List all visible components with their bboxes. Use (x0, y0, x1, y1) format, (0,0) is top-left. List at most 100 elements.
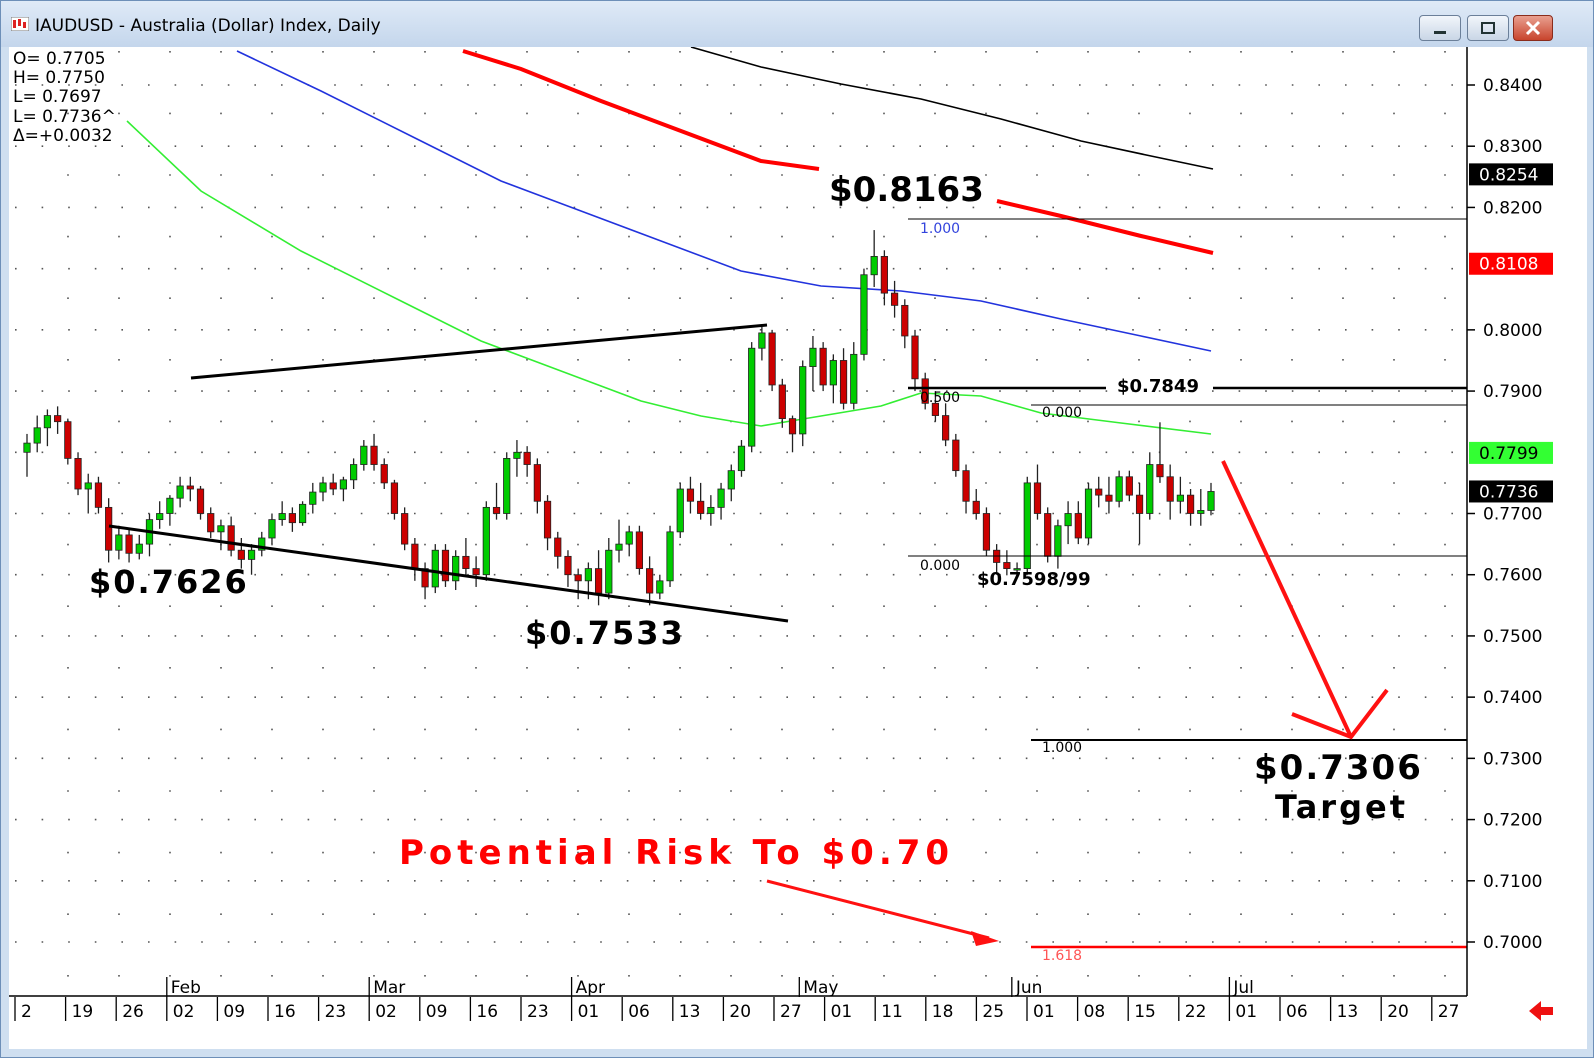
price-tick-label: 0.8400 (1483, 76, 1542, 96)
price-tag-label: 0.7799 (1479, 444, 1538, 464)
price-tag (1469, 252, 1553, 275)
annotation-june-low: $0.7598/99 (977, 569, 1091, 590)
left-arrow-icon[interactable] (1529, 1001, 1553, 1021)
candle-body (319, 482, 327, 493)
candle-body (615, 543, 623, 551)
candle-body (778, 384, 786, 420)
time-tick-label: 01 (578, 1002, 600, 1022)
candle-body (125, 534, 133, 554)
app-icon (11, 17, 29, 31)
title-bar[interactable]: IAUDUSD - Australia (Dollar) Index, Dail… (1, 1, 1593, 47)
candle-body (54, 415, 62, 423)
chart-area[interactable]: 1.000 0.500 0.000 0.000 1.000 1.618 $0.8… (9, 46, 1587, 1049)
month-label: Apr (576, 978, 605, 998)
candle-body (1146, 464, 1154, 514)
ma-blue-line (236, 50, 1212, 352)
candle-body (594, 568, 603, 594)
readout-change: Δ=+0.0032 (13, 126, 113, 146)
readout-high: H= 0.7750 (13, 68, 105, 88)
time-tick-label: 01 (1235, 1002, 1257, 1022)
candle-body (482, 506, 490, 576)
upper-channel-line (190, 323, 768, 380)
candle-body (748, 347, 756, 447)
minimize-icon (1434, 31, 1446, 34)
price-tag (1469, 441, 1553, 464)
candle-body (788, 418, 797, 435)
candle-body (870, 255, 878, 276)
maximize-icon (1481, 22, 1495, 34)
candle-body (237, 549, 245, 560)
candle-body (503, 458, 511, 514)
candle-body (584, 568, 592, 582)
candle-body (1064, 513, 1072, 527)
candle-body (278, 513, 286, 521)
minimize-button[interactable] (1419, 15, 1461, 41)
candle-body (421, 568, 429, 588)
candle-body (605, 549, 613, 594)
time-tick-label: 02 (375, 1002, 397, 1022)
ma-black-line (690, 46, 1214, 170)
fib-label: 1.618 (1042, 948, 1082, 964)
risk-arrow-head (971, 931, 999, 946)
time-tick-label: 18 (932, 1002, 954, 1022)
time-axis[interactable]: 2 19 26 02 09 16 23 02 09 16 23 01 06 13 20 27 01 11 18 25 0… (14, 977, 1459, 1022)
candle-body (492, 506, 501, 514)
candle-body (298, 503, 307, 524)
readout-low: L= 0.7697 (13, 87, 102, 107)
candle-body (1013, 568, 1021, 571)
time-tick-label: 23 (527, 1002, 549, 1022)
price-axis[interactable]: 0.8400 0.8300 0.8200 0.8000 0.7900 0.7700 0.76… (1467, 76, 1542, 953)
maximize-button[interactable] (1467, 15, 1509, 41)
candle-body (452, 555, 460, 582)
candle-body (819, 347, 827, 386)
ma-green-line (126, 120, 1212, 435)
annotation-high: $0.8163 (829, 170, 984, 210)
candle-body (1156, 464, 1164, 478)
annotation-target-label: Target (1275, 788, 1408, 826)
candle-body (1033, 482, 1042, 514)
price-tick-label: 0.7200 (1483, 811, 1542, 831)
time-tick-label: 15 (1134, 1002, 1156, 1022)
time-tick-label: 06 (1286, 1002, 1308, 1022)
candle-body (411, 543, 419, 569)
candle-body (33, 427, 41, 444)
candle-body (43, 415, 52, 429)
candles (23, 230, 1215, 606)
candle-body (543, 500, 552, 539)
candle-body (1074, 513, 1082, 539)
candle-body (360, 445, 368, 465)
candle-body (758, 332, 766, 349)
candle-body (839, 360, 848, 404)
time-tick-label: 09 (223, 1002, 245, 1022)
price-tag (1469, 163, 1553, 186)
month-label: Jun (1015, 978, 1043, 998)
price-chart[interactable]: 1.000 0.500 0.000 0.000 1.000 1.618 $0.8… (9, 46, 1587, 1049)
price-tick-label: 0.8000 (1483, 321, 1542, 341)
candle-body (1095, 488, 1103, 496)
candle-body (207, 513, 215, 533)
time-tick-label: 11 (881, 1002, 903, 1022)
price-tag-label: 0.8108 (1479, 255, 1538, 275)
ma-red-line (462, 49, 820, 171)
candle-body (513, 451, 521, 459)
time-tick-label: 23 (325, 1002, 347, 1022)
candle-body (227, 525, 235, 551)
annotation-target-price: $0.7306 (1254, 748, 1423, 788)
candle-body (135, 543, 143, 554)
candle-body (737, 445, 746, 472)
candle-body (156, 513, 164, 521)
candle-body (880, 255, 888, 294)
candle-body (523, 451, 531, 465)
candle-body (1023, 482, 1031, 569)
close-icon (1525, 20, 1541, 36)
time-tick-label: 26 (122, 1002, 144, 1022)
candle-body (1197, 510, 1205, 514)
ma-red-line-right (996, 199, 1214, 255)
close-button[interactable] (1513, 15, 1553, 41)
candle-body (462, 555, 470, 569)
candle-body (105, 506, 113, 551)
time-tick-label: 19 (72, 1002, 94, 1022)
candle-body (115, 534, 123, 551)
annotation-support-low: $0.7533 (525, 614, 685, 652)
candle-body (309, 491, 317, 505)
